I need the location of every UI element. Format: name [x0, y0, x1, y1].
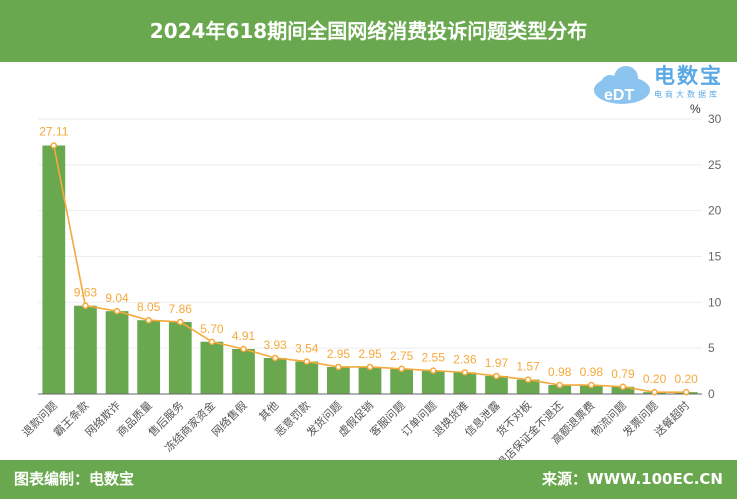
data-label: 0.20 [675, 372, 699, 386]
line-point [82, 302, 89, 309]
bar [326, 366, 350, 394]
line-point [303, 358, 311, 365]
footer-credit: 图表编制：电数宝 [14, 470, 135, 488]
data-label: 27.11 [39, 124, 68, 138]
bar [421, 370, 445, 394]
data-label: 9.63 [74, 286, 98, 300]
x-tick-label: 其他 [257, 399, 282, 424]
data-label: 3.93 [263, 338, 287, 352]
line-point [335, 363, 342, 371]
line-point [271, 354, 279, 362]
bar [485, 375, 508, 394]
data-label: 3.54 [295, 342, 319, 356]
bar [579, 385, 603, 394]
bar [200, 341, 224, 394]
bar [105, 311, 129, 394]
line-point [619, 383, 627, 391]
line-point [113, 307, 121, 315]
line-point [240, 345, 247, 353]
svg-text:eDT: eDT [604, 87, 634, 104]
chart-title: 2024年618期间全国网络消费投诉问题类型分布 [0, 0, 737, 62]
line-point [556, 381, 563, 389]
y-tick-label: 30 [708, 112, 722, 126]
line-point [493, 372, 500, 380]
bar [516, 379, 540, 394]
line-point [651, 388, 658, 396]
data-label: 1.57 [516, 360, 540, 374]
line-point [682, 388, 690, 396]
line-point [429, 367, 437, 374]
data-label: 7.86 [169, 302, 193, 316]
line-point [461, 369, 469, 376]
y-tick-label: 20 [708, 204, 722, 218]
x-tick-label: 送餐超时 [651, 398, 692, 439]
logo: eDT 电数宝 电商大数据库 [592, 62, 732, 106]
bar [358, 366, 382, 394]
bar [232, 348, 255, 394]
data-label: 2.95 [327, 347, 351, 361]
data-label: 0.20 [643, 372, 667, 386]
data-label: 2.36 [453, 352, 477, 366]
bar [453, 372, 477, 394]
line-point [524, 376, 532, 383]
bar [263, 357, 287, 394]
x-tick-label: 网络售假 [209, 398, 250, 439]
unit-label: % [690, 102, 701, 116]
data-label: 2.75 [390, 349, 414, 363]
data-label: 0.98 [580, 365, 604, 379]
data-label: 1.97 [485, 356, 509, 370]
bar [74, 305, 97, 394]
logo-tagline: 电商大数据库 [654, 90, 720, 99]
bar [548, 385, 572, 394]
bar [42, 145, 66, 394]
y-tick-label: 10 [708, 295, 722, 309]
data-label: 2.55 [422, 351, 446, 365]
logo-name: 电数宝 [654, 64, 723, 88]
data-label: 5.70 [200, 322, 224, 336]
data-label: 9.04 [105, 291, 129, 305]
y-tick-label: 5 [708, 341, 715, 355]
data-label: 0.98 [548, 365, 572, 379]
data-label: 0.79 [611, 367, 635, 381]
cloud-logo-icon: eDT [594, 66, 650, 104]
line-point [50, 142, 58, 149]
y-tick-label: 15 [708, 250, 722, 264]
footer: 图表编制：电数宝 来源：WWW.100EC.CN [0, 460, 737, 499]
bar [295, 361, 319, 394]
line-point [208, 338, 216, 345]
bar [390, 368, 414, 394]
data-label: 4.91 [232, 329, 256, 343]
line-point [177, 318, 184, 326]
data-label: 8.05 [137, 300, 161, 314]
data-label: 2.95 [358, 347, 382, 361]
line-point [398, 365, 405, 373]
line-point [366, 363, 374, 371]
bar-chart: 05101520253027.11退款问题9.63霸王条款9.04网络欺诈8.0… [19, 102, 722, 460]
y-tick-label: 0 [708, 387, 715, 401]
bar [168, 321, 192, 394]
bar [611, 386, 635, 394]
footer-source: 来源：WWW.100EC.CN [542, 470, 723, 488]
line-point [588, 381, 595, 389]
bar [137, 320, 161, 394]
y-tick-label: 25 [708, 158, 722, 172]
line-point [145, 316, 152, 324]
